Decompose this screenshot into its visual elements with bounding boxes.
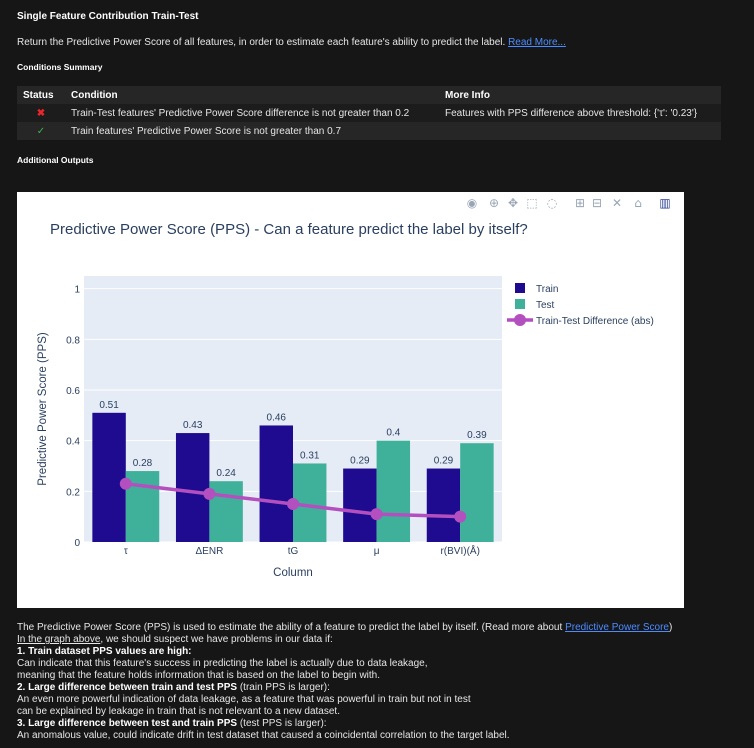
legend-marker-diff[interactable] [514,314,526,326]
table-row: ✖ Train-Test features' Predictive Power … [17,104,721,122]
conditions-table: Status Condition More Info ✖ Train-Test … [17,86,721,140]
x-tick-label: τ [124,546,128,557]
bar-train[interactable] [175,433,210,542]
explanation-text: The Predictive Power Score (PPS) is used… [17,622,747,742]
data-label-test: 0.4 [386,428,400,439]
y-tick-label: 0.4 [66,437,80,448]
condition-cell: Train-Test features' Predictive Power Sc… [71,107,410,119]
lasso-icon[interactable]: ◌ [547,196,557,210]
check-title: Single Feature Contribution Train-Test [17,11,199,22]
x-tick-label: r(BVI)(Å) [440,544,479,557]
y-tick-label: 0.2 [66,487,80,498]
footer-intro: The Predictive Power Score (PPS) is used… [17,622,563,633]
data-label-test: 0.31 [300,450,320,461]
zoom-in-icon[interactable]: ⊞ [575,196,585,210]
data-label-train: 0.51 [99,400,119,411]
y-tick-label: 0.6 [66,386,80,397]
point1-title: 1. Train dataset PPS values are high: [17,646,192,657]
x-axis-label: Column [273,567,313,579]
data-label-test: 0.28 [133,458,153,469]
bar-train[interactable] [92,412,126,542]
zoom-icon[interactable]: ⊕ [489,196,499,210]
point3-title: 3. Large difference between test and tra… [17,718,238,729]
table-row: ✓ Train features' Predictive Power Score… [17,122,721,140]
y-tick-label: 0 [74,538,80,549]
point2-suffix: (train PPS is larger): [237,682,330,693]
data-label-train: 0.29 [350,456,370,467]
camera-icon[interactable]: ◉ [467,196,477,210]
y-tick-label: 1 [74,285,80,296]
point3-suffix: (test PPS is larger): [237,718,327,729]
bar-train[interactable] [426,468,461,542]
footer-line2: , we should suspect we have problems in … [100,634,333,645]
chart-title: Predictive Power Score (PPS) - Can a fea… [50,221,528,238]
legend-label-test: Test [536,300,555,311]
difference-point[interactable] [370,508,383,521]
bar-test[interactable] [376,440,411,542]
difference-point[interactable] [203,487,216,500]
data-label-test: 0.39 [467,430,487,441]
point1-text-a: Can indicate that this feature's success… [17,658,428,669]
conditions-heading: Conditions Summary [17,62,103,72]
bar-train[interactable] [259,425,293,542]
legend-label-diff: Train-Test Difference (abs) [536,316,654,327]
x-tick-label: tG [288,546,299,557]
x-tick-label: ΔENR [196,546,224,557]
description-text: Return the Predictive Power Score of all… [17,37,506,48]
data-label-train: 0.43 [183,420,203,431]
additional-outputs-heading: Additional Outputs [17,155,94,165]
difference-point[interactable] [454,510,467,523]
footer-intro-end: ) [669,622,673,633]
pps-chart: 0 0.2 0.4 0.6 0.8 1 Predictive Power Score (PP… [17,192,684,608]
box-select-icon[interactable]: ⬚ [526,196,537,210]
difference-point[interactable] [287,498,299,510]
data-label-test: 0.24 [216,468,236,479]
reset-axes-icon[interactable]: ⌂ [634,196,642,210]
more-info-cell: Features with PPS difference above thres… [445,107,698,119]
point2-title: 2. Large difference between train and te… [17,682,238,693]
check-description: Return the Predictive Power Score of all… [17,37,566,48]
bar-test[interactable] [460,443,494,542]
legend-swatch-train[interactable] [515,283,525,293]
legend-label-train: Train [536,284,558,295]
point1-text-b: meaning that the feature holds informati… [17,670,381,681]
point2-text-a: An even more powerful indication of data… [17,694,471,705]
point3-text-a: An anomalous value, could indicate drift… [17,730,510,741]
difference-point[interactable] [119,477,132,490]
x-tick-label: μ [374,546,380,557]
fail-x-icon: ✖ [36,107,46,119]
data-label-train: 0.29 [434,456,454,467]
autoscale-icon[interactable]: ✕ [612,196,622,210]
plotly-logo-icon[interactable]: ▥ [659,196,670,210]
table-header-row: Status Condition More Info [17,86,721,104]
pps-link[interactable]: Predictive Power Score [565,622,669,633]
condition-header: Condition [71,89,118,101]
more-info-cell [439,122,721,140]
y-tick-label: 0.8 [66,335,80,346]
point2-text-b: can be explained by leakage in train tha… [17,706,340,717]
read-more-link[interactable]: Read More... [508,37,566,48]
pass-check-icon: ✓ [36,125,46,137]
pan-icon[interactable]: ✥ [508,196,518,210]
zoom-out-icon[interactable]: ⊟ [592,196,602,210]
condition-cell: Train features' Predictive Power Score i… [71,125,342,137]
status-header: Status [23,89,54,101]
legend-swatch-test[interactable] [515,299,525,309]
more-info-header: More Info [445,89,490,101]
bar-train[interactable] [343,468,377,542]
y-axis-label: Predictive Power Score (PPS) [37,332,49,486]
bar-test[interactable] [209,481,243,542]
graph-reference: In the graph above [17,634,101,645]
data-label-train: 0.46 [267,412,287,423]
chart-svg: 0 0.2 0.4 0.6 0.8 1 Predictive Power Score (PP… [37,196,671,579]
